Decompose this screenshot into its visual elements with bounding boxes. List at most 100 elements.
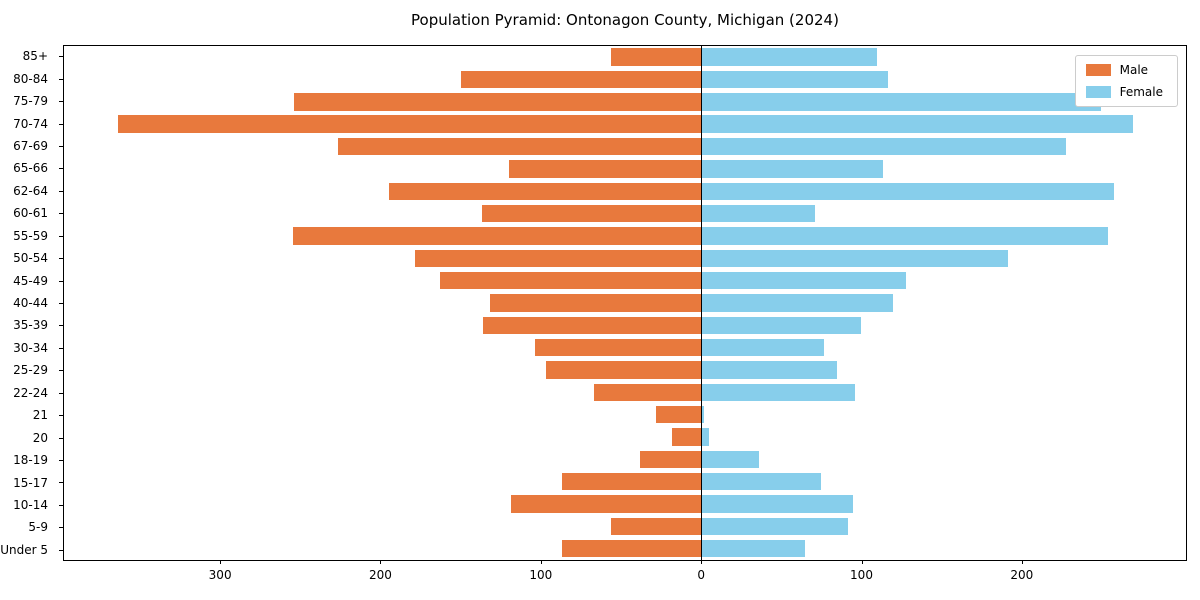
- bar-female: [701, 428, 710, 446]
- bar-female: [701, 405, 705, 424]
- bar-male: [561, 540, 701, 558]
- y-tick-mark: [59, 482, 63, 484]
- bar-row-18-19: [64, 448, 1186, 470]
- x-tick-label: 300: [208, 568, 232, 582]
- x-tick-mark: [861, 560, 863, 564]
- x-tick-label: 100: [850, 568, 873, 582]
- y-tick-mark: [59, 347, 63, 349]
- x-tick-label: 100: [529, 568, 553, 582]
- bar-male: [611, 48, 702, 66]
- bar-female: [701, 495, 854, 513]
- bar-female: [701, 316, 862, 334]
- y-tick-mark: [59, 235, 63, 237]
- y-tick-mark: [59, 145, 63, 147]
- bar-male: [294, 93, 701, 111]
- bar-male: [672, 428, 701, 446]
- x-tick-mark: [380, 560, 382, 564]
- y-tick-mark: [59, 56, 63, 58]
- bar-male: [440, 271, 702, 290]
- age-axis-label: Under 5: [0, 542, 48, 557]
- age-axis-label: 10-14: [13, 497, 48, 512]
- bar-female: [701, 204, 815, 223]
- bar-female: [701, 70, 889, 89]
- age-axis-label: 85+: [22, 49, 48, 64]
- bar-row-40-44: [64, 292, 1186, 314]
- age-axis-label: 35-39: [13, 318, 48, 333]
- bar-male: [481, 204, 701, 223]
- bar-row-35-39: [64, 314, 1186, 336]
- bar-row-65-66: [64, 158, 1186, 180]
- y-tick-mark: [59, 415, 63, 417]
- bar-row-70-74: [64, 113, 1186, 135]
- bar-male: [489, 294, 702, 312]
- bar-male: [388, 182, 702, 200]
- male-color-swatch: [1085, 64, 1111, 76]
- age-axis-label: 40-44: [13, 296, 48, 311]
- age-axis-label: 25-29: [13, 363, 48, 378]
- bar-male: [640, 450, 702, 469]
- age-axis-label: 50-54: [13, 251, 48, 266]
- bar-row-75-79: [64, 91, 1186, 113]
- bar-female: [701, 517, 849, 536]
- y-tick-mark: [59, 123, 63, 125]
- bar-male: [611, 517, 702, 536]
- bar-male: [292, 227, 702, 245]
- bar-row-50-54: [64, 247, 1186, 269]
- y-tick-mark: [59, 437, 63, 439]
- bar-rows: [64, 46, 1186, 560]
- bar-female: [701, 137, 1066, 156]
- y-tick-mark: [59, 370, 63, 372]
- bar-female: [701, 361, 838, 379]
- bar-female: [701, 383, 855, 402]
- bar-row-55-59: [64, 225, 1186, 247]
- bar-row-60-61: [64, 202, 1186, 224]
- bar-female: [701, 115, 1134, 133]
- bar-male: [483, 316, 702, 334]
- bar-row-30-34: [64, 336, 1186, 358]
- age-axis-label: 20: [32, 430, 48, 445]
- age-axis-label: 22-24: [13, 385, 48, 400]
- bar-male: [337, 137, 702, 156]
- x-tick-label: 0: [697, 568, 705, 582]
- legend: Male Female: [1074, 55, 1178, 107]
- bar-row-80-84: [64, 68, 1186, 90]
- age-axis-label: 70-74: [13, 116, 48, 131]
- x-tick-mark: [540, 560, 542, 564]
- age-axis-label: 75-79: [13, 94, 48, 109]
- bar-row-21: [64, 404, 1186, 426]
- bar-female: [701, 182, 1114, 200]
- bar-male: [510, 495, 701, 513]
- x-tick-label: 200: [369, 568, 392, 582]
- age-axis-label: 18-19: [13, 453, 48, 468]
- age-axis-label: 80-84: [13, 71, 48, 86]
- x-tick-mark: [220, 560, 222, 564]
- bar-male: [118, 115, 701, 133]
- bar-row-10-14: [64, 493, 1186, 515]
- age-axis-label: 30-34: [13, 340, 48, 355]
- y-tick-mark: [59, 392, 63, 394]
- zero-axis-line: [700, 46, 702, 560]
- bar-male: [460, 70, 702, 89]
- y-tick-mark: [59, 190, 63, 192]
- bar-row-20: [64, 426, 1186, 448]
- bar-male: [414, 249, 702, 267]
- age-axis-label: 67-69: [13, 138, 48, 153]
- legend-female-label: Female: [1119, 85, 1163, 99]
- bar-female: [701, 450, 759, 469]
- bar-row-under-5: [64, 538, 1186, 560]
- bar-row-85-: [64, 46, 1186, 68]
- bar-female: [701, 472, 822, 491]
- legend-entry-female: Female: [1085, 85, 1167, 99]
- age-axis-label: 65-66: [13, 161, 48, 176]
- bar-row-22-24: [64, 381, 1186, 403]
- age-axis-label: 21: [32, 408, 48, 423]
- bar-row-67-69: [64, 135, 1186, 157]
- bar-female: [701, 249, 1009, 267]
- y-tick-mark: [59, 504, 63, 506]
- y-tick-mark: [59, 258, 63, 260]
- bar-row-45-49: [64, 269, 1186, 291]
- y-tick-mark: [59, 213, 63, 215]
- y-tick-mark: [59, 280, 63, 282]
- x-tick-label: 200: [1010, 568, 1034, 582]
